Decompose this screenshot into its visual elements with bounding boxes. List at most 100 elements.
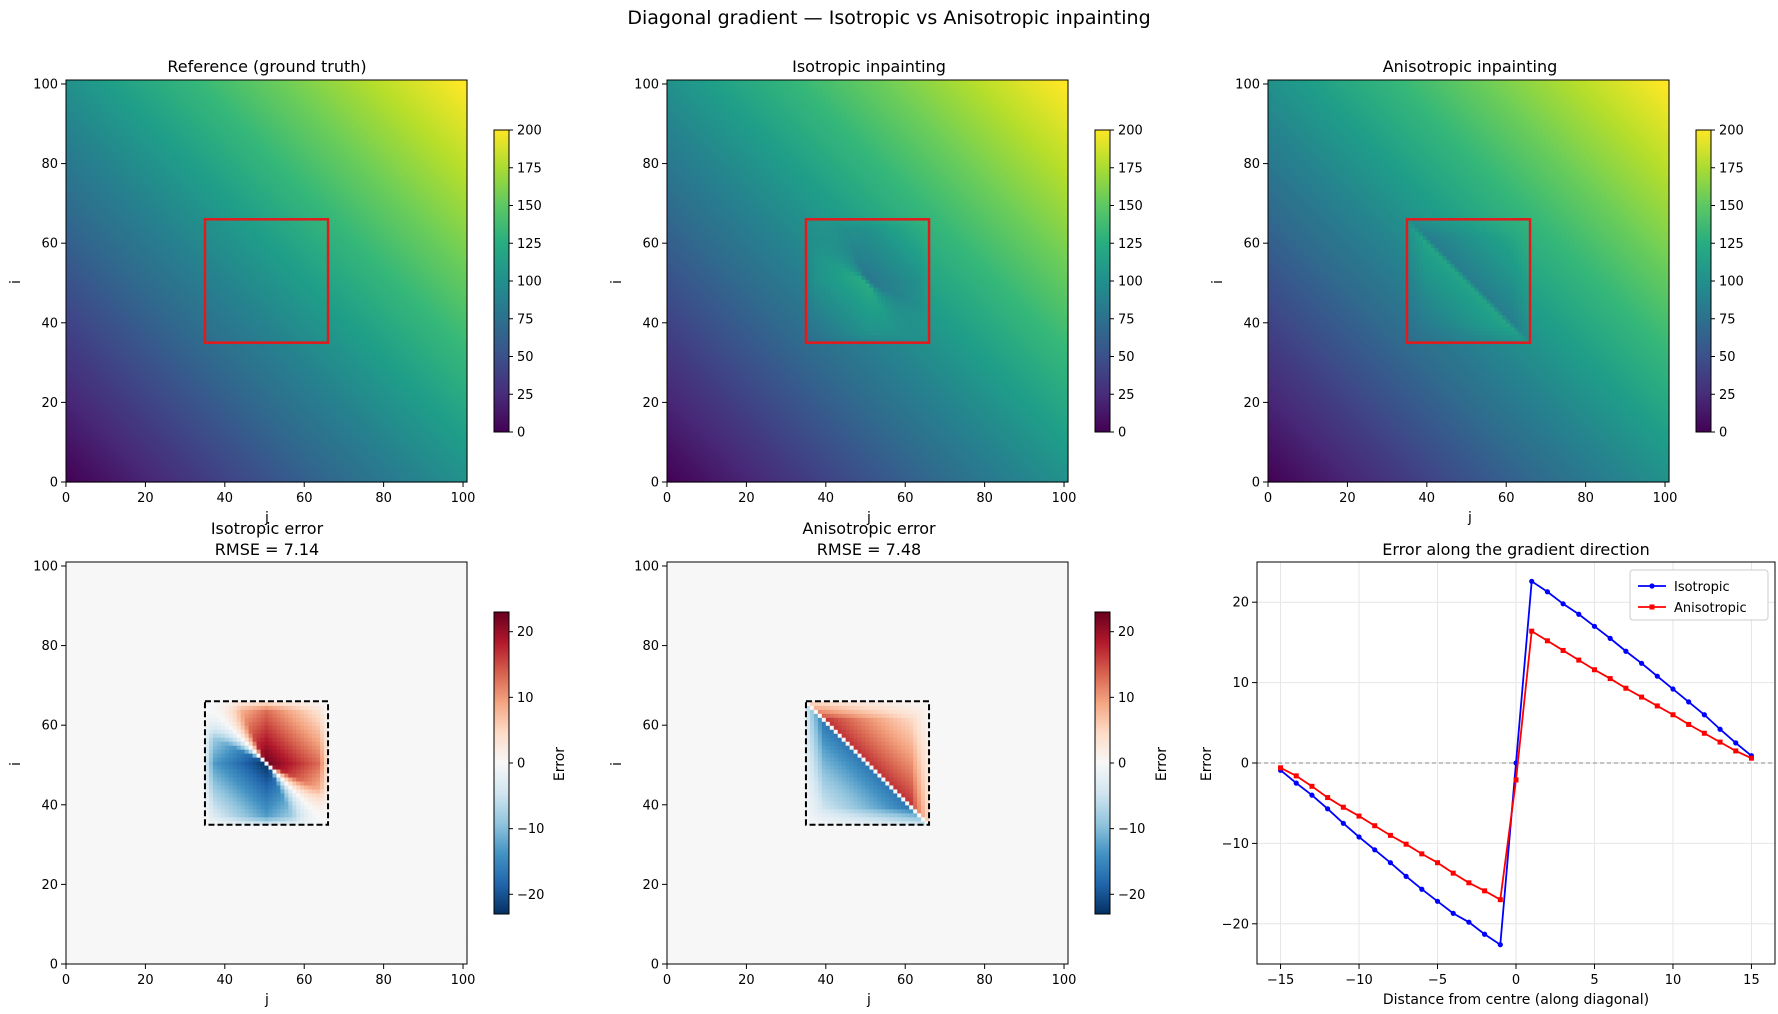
reference-pixel — [169, 422, 174, 427]
reference-pixel — [364, 426, 369, 431]
reference-pixel — [388, 430, 393, 435]
reference-pixel — [427, 446, 432, 451]
reference-pixel — [213, 462, 218, 467]
reference-pixel — [284, 335, 289, 340]
reference-pixel — [300, 355, 305, 360]
reference-pixel — [272, 327, 277, 332]
reference-pixel — [94, 422, 99, 427]
reference-pixel — [245, 442, 250, 447]
reference-pixel — [213, 426, 218, 431]
reference-pixel — [356, 402, 361, 407]
reference-pixel — [149, 434, 154, 439]
reference-pixel — [372, 474, 377, 479]
reference-pixel — [106, 418, 111, 423]
reference-pixel — [126, 386, 131, 391]
reference-pixel — [439, 450, 444, 455]
reference-pixel — [149, 442, 154, 447]
reference-pixel — [344, 335, 349, 340]
reference-pixel — [253, 410, 258, 415]
reference-pixel — [376, 343, 381, 348]
reference-pixel — [233, 383, 238, 388]
reference-pixel — [336, 383, 341, 388]
reference-pixel — [451, 351, 456, 356]
reference-pixel — [288, 442, 293, 447]
reference-pixel — [126, 383, 131, 388]
reference-pixel — [439, 335, 444, 340]
reference-pixel — [459, 398, 464, 403]
reference-pixel — [90, 343, 95, 348]
reference-pixel — [384, 458, 389, 463]
reference-pixel — [157, 379, 162, 384]
reference-pixel — [435, 386, 440, 391]
reference-pixel — [122, 386, 127, 391]
reference-pixel — [110, 402, 115, 407]
reference-pixel — [280, 371, 285, 376]
reference-pixel — [241, 327, 246, 332]
reference-pixel — [209, 371, 214, 376]
reference-pixel — [423, 343, 428, 348]
reference-pixel — [209, 383, 214, 388]
reference-pixel — [114, 450, 119, 455]
reference-pixel — [193, 442, 198, 447]
reference-pixel — [82, 390, 87, 395]
reference-pixel — [241, 418, 246, 423]
reference-pixel — [268, 470, 273, 475]
reference-pixel — [110, 335, 115, 340]
reference-pixel — [197, 363, 202, 368]
reference-pixel — [261, 355, 266, 360]
reference-pixel — [130, 343, 135, 348]
reference-pixel — [443, 363, 448, 368]
reference-pixel — [153, 470, 158, 475]
reference-pixel — [189, 398, 194, 403]
reference-pixel — [376, 335, 381, 340]
reference-pixel — [161, 394, 166, 399]
reference-pixel — [304, 394, 309, 399]
reference-pixel — [157, 434, 162, 439]
reference-pixel — [249, 454, 254, 459]
reference-pixel — [276, 398, 281, 403]
reference-pixel — [94, 371, 99, 376]
reference-pixel — [78, 351, 83, 356]
reference-pixel — [328, 390, 333, 395]
reference-pixel — [122, 406, 127, 411]
reference-pixel — [419, 434, 424, 439]
reference-pixel — [118, 426, 123, 431]
reference-pixel — [74, 355, 79, 360]
reference-pixel — [134, 406, 139, 411]
reference-pixel — [137, 394, 142, 399]
reference-pixel — [197, 446, 202, 451]
reference-pixel — [415, 466, 420, 471]
reference-pixel — [340, 355, 345, 360]
reference-pixel — [328, 371, 333, 376]
reference-pixel — [134, 359, 139, 364]
reference-pixel — [296, 442, 301, 447]
reference-pixel — [98, 343, 103, 348]
reference-pixel — [70, 383, 75, 388]
reference-pixel — [411, 371, 416, 376]
reference-pixel — [459, 351, 464, 356]
reference-pixel — [106, 446, 111, 451]
reference-pixel — [249, 355, 254, 360]
reference-pixel — [312, 418, 317, 423]
reference-pixel — [126, 371, 131, 376]
reference-pixel — [360, 426, 365, 431]
reference-pixel — [320, 375, 325, 380]
reference-pixel — [241, 394, 246, 399]
reference-pixel — [141, 327, 146, 332]
reference-pixel — [106, 343, 111, 348]
reference-pixel — [225, 394, 230, 399]
reference-pixel — [419, 442, 424, 447]
reference-pixel — [288, 446, 293, 451]
reference-pixel — [439, 470, 444, 475]
reference-pixel — [78, 398, 83, 403]
reference-pixel — [98, 474, 103, 479]
reference-pixel — [209, 363, 214, 368]
reference-pixel — [268, 410, 273, 415]
reference-pixel — [110, 394, 115, 399]
reference-pixel — [415, 446, 420, 451]
reference-pixel — [130, 454, 135, 459]
panel-title-aniso-error-line2: RMSE = 7.48 — [817, 540, 921, 559]
reference-pixel — [126, 343, 131, 348]
reference-pixel — [415, 355, 420, 360]
reference-pixel — [157, 359, 162, 364]
